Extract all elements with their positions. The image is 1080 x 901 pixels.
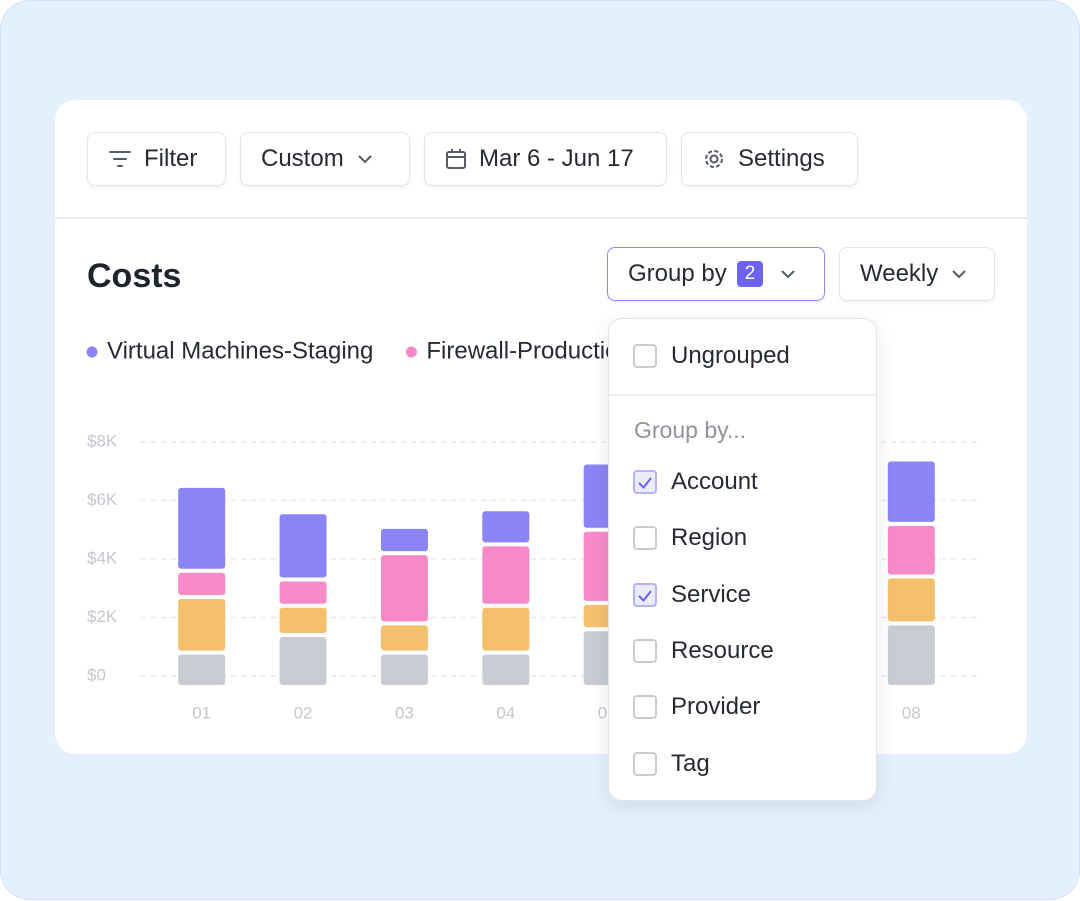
group-by-count: 2 <box>736 261 764 287</box>
bar-segment <box>887 578 935 622</box>
bar-segment <box>482 546 530 604</box>
option-label: Ungrouped <box>671 342 790 369</box>
y-tick-label: $2K <box>87 607 118 626</box>
x-tick-label: 03 <box>395 703 414 722</box>
filter-icon <box>109 151 131 167</box>
bar-segment <box>279 581 327 604</box>
y-tick-label: $8K <box>87 431 118 450</box>
menu-option[interactable]: Region <box>633 524 747 552</box>
option-label: Service <box>671 580 752 608</box>
option-label: Region <box>671 524 748 552</box>
menu-section-label: Group by... <box>634 417 747 443</box>
option-label: Account <box>671 468 758 495</box>
bar-segment <box>178 487 226 569</box>
bar-segment <box>178 654 226 685</box>
checkbox[interactable] <box>633 582 657 607</box>
checkbox[interactable] <box>633 470 657 494</box>
page-title: Costs <box>87 257 182 295</box>
option-label: Provider <box>671 693 761 721</box>
option-label: Resource <box>671 636 774 664</box>
menu-option[interactable]: Resource <box>633 637 774 665</box>
settings-label: Settings <box>738 145 825 172</box>
date-label: Mar 6 - Jun 17 <box>479 145 634 172</box>
chevron <box>952 270 966 279</box>
bar-segment <box>279 607 327 634</box>
custom-button[interactable]: Custom <box>240 132 410 186</box>
checkbox[interactable] <box>633 695 657 720</box>
x-tick-label: 01 <box>192 703 211 722</box>
bar-segment <box>279 514 327 578</box>
chevron <box>781 270 796 279</box>
option-label: Tag <box>671 749 710 777</box>
checkbox[interactable] <box>633 526 657 551</box>
date-button[interactable]: Mar 6 - Jun 17 <box>424 132 667 186</box>
x-tick-label: 02 <box>294 703 313 722</box>
bar-segment <box>380 625 428 651</box>
menu-option[interactable]: Ungrouped <box>633 342 790 370</box>
bar-segment <box>380 555 428 622</box>
y-tick-label: $4K <box>87 548 118 567</box>
bar-segment <box>887 461 935 522</box>
bar-segment <box>279 637 327 685</box>
checkbox[interactable] <box>633 751 657 776</box>
legend-label: Firewall-Production <box>426 337 631 364</box>
bar-segment <box>380 528 428 552</box>
bar-segment <box>380 654 428 685</box>
filter-label: Filter <box>144 145 198 172</box>
legend-label: Virtual Machines-Staging <box>107 337 373 364</box>
interval-button[interactable]: Weekly <box>839 247 995 301</box>
interval-label: Weekly <box>860 260 939 287</box>
filter-button[interactable]: Filter <box>87 132 226 186</box>
menu-option[interactable]: Service <box>633 581 751 609</box>
bar-segment <box>482 511 530 543</box>
bar-segment <box>887 525 935 575</box>
settings-button[interactable]: Settings <box>681 132 858 186</box>
menu-option[interactable]: Account <box>633 468 758 496</box>
custom-label: Custom <box>261 145 344 172</box>
check-mark <box>638 477 652 490</box>
y-tick-label: $6K <box>87 490 118 509</box>
menu-divider <box>609 394 876 396</box>
chevron <box>357 155 372 164</box>
x-tick-label: 08 <box>902 703 921 722</box>
y-tick-label: $0 <box>87 665 106 684</box>
menu-option[interactable]: Provider <box>633 693 760 721</box>
group-by-button[interactable]: Group by 2 <box>607 247 825 301</box>
x-tick-label: 04 <box>496 703 515 722</box>
bar-segment <box>178 572 226 596</box>
menu-option[interactable]: Tag <box>633 750 710 778</box>
group-by-menu: Group by... Ungrouped Account Region Servic… <box>608 318 877 801</box>
bar-segment <box>482 607 530 651</box>
bar-segment <box>178 599 226 651</box>
gear-icon <box>705 150 723 168</box>
bar-segment <box>887 625 935 685</box>
calendar-icon <box>446 149 466 169</box>
group-by-label: Group by <box>628 260 727 287</box>
checkbox[interactable] <box>633 638 657 663</box>
bar-segment <box>482 654 530 685</box>
checkbox[interactable] <box>633 344 657 368</box>
check-mark <box>638 589 652 602</box>
legend-swatch <box>86 346 98 358</box>
legend-swatch <box>405 346 417 358</box>
divider <box>55 217 1027 219</box>
